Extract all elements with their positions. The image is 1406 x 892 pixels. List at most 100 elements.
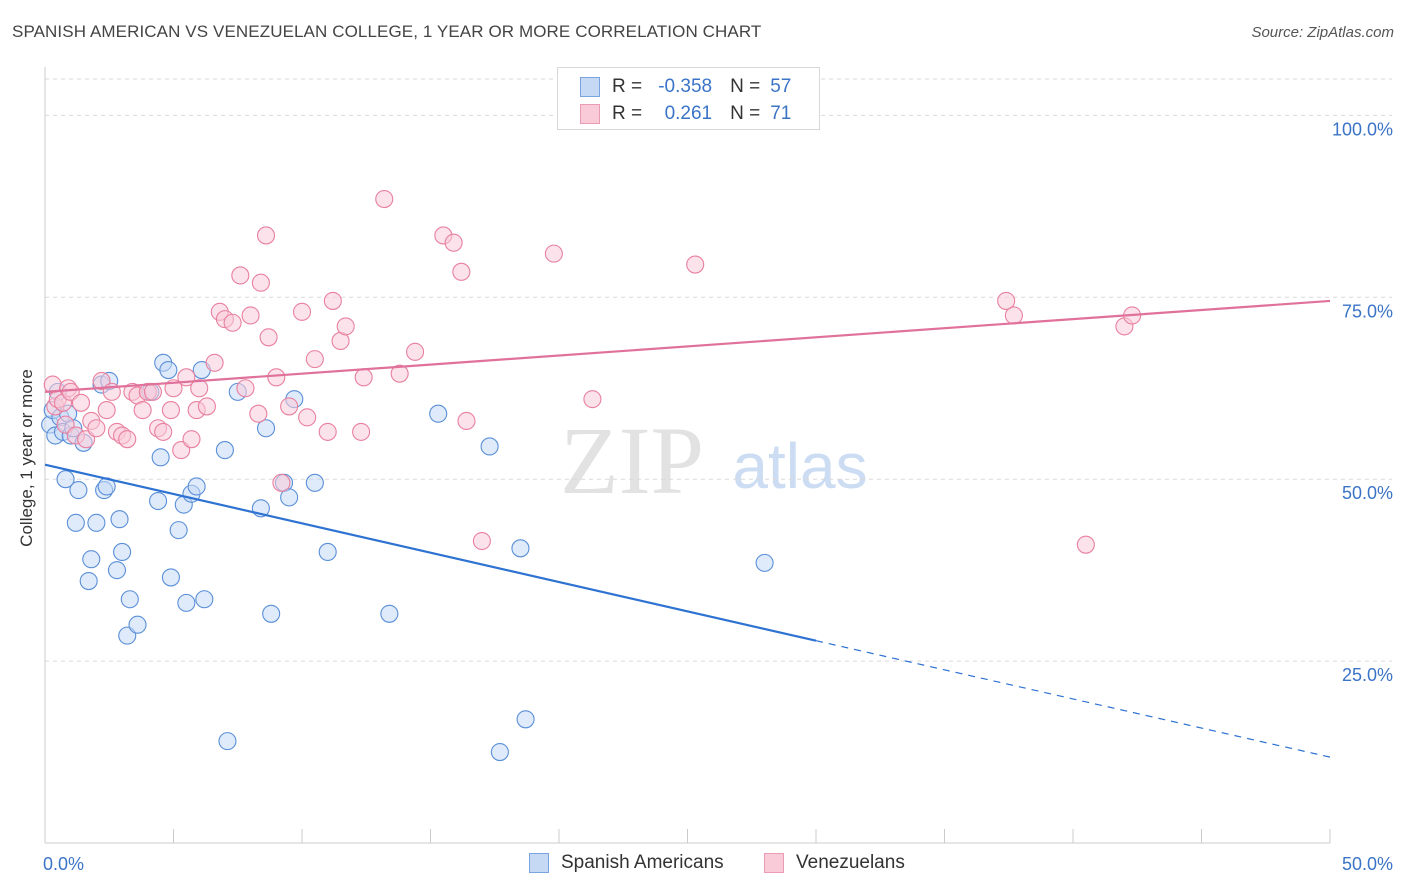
point-venezuelans	[472, 531, 491, 551]
point-venezuelans	[1004, 306, 1023, 325]
point-venezuelans	[71, 393, 91, 412]
trend-lines	[44, 299, 1331, 758]
point-venezuelans	[1076, 535, 1095, 554]
y-tick-label: 25.0%	[1342, 665, 1393, 685]
r-label: R =	[612, 103, 643, 124]
point-spanish-americans	[161, 568, 180, 587]
point-venezuelans	[298, 408, 317, 427]
point-venezuelans	[236, 379, 255, 398]
legend-swatch-pink	[764, 853, 784, 873]
y-tick-label: 50.0%	[1342, 483, 1393, 503]
y-tick-label: 75.0%	[1342, 301, 1393, 321]
point-spanish-americans	[113, 542, 132, 562]
point-spanish-americans	[429, 404, 448, 423]
stats-swatch-blue	[580, 77, 600, 97]
point-spanish-americans	[69, 481, 88, 500]
point-spanish-americans	[480, 437, 499, 456]
trend-line-extension-spanish-americans	[815, 640, 1331, 758]
legend-item-venezuelans: Venezuelans	[764, 852, 905, 874]
gridlines	[45, 78, 1392, 662]
n-label: N =	[730, 76, 761, 97]
stats-box: R = -0.358 N = 57 R = 0.261 N = 71	[557, 67, 820, 130]
point-venezuelans	[305, 350, 324, 369]
point-venezuelans	[251, 273, 270, 292]
point-spanish-americans	[511, 539, 530, 558]
point-venezuelans	[97, 401, 116, 420]
point-venezuelans	[292, 302, 312, 321]
point-venezuelans	[352, 422, 371, 441]
point-venezuelans	[182, 430, 201, 449]
x-tick-label: 0.0%	[43, 854, 84, 874]
point-spanish-americans	[305, 473, 324, 492]
y-tick-label: 100.0%	[1332, 119, 1393, 139]
point-venezuelans	[205, 353, 224, 372]
legend-swatch-blue	[529, 853, 549, 873]
point-venezuelans	[161, 401, 180, 420]
point-venezuelans	[241, 306, 260, 325]
point-spanish-americans	[151, 448, 170, 467]
point-venezuelans	[390, 364, 409, 383]
point-venezuelans	[197, 397, 216, 416]
point-spanish-americans	[318, 542, 337, 562]
point-spanish-americans	[107, 561, 127, 580]
stats-row-venezuelans: R = 0.261 N = 71	[580, 102, 791, 126]
axes	[44, 67, 1331, 844]
point-spanish-americans	[87, 513, 106, 532]
point-spanish-americans	[66, 513, 85, 532]
point-venezuelans	[154, 422, 173, 441]
point-venezuelans	[457, 411, 476, 431]
watermark-atlas: atlas	[732, 430, 867, 502]
point-spanish-americans	[128, 615, 147, 634]
point-spanish-americans	[215, 441, 234, 460]
point-spanish-americans	[177, 593, 196, 612]
point-venezuelans	[354, 368, 373, 387]
point-venezuelans	[583, 390, 602, 409]
tick-labels: 100.0% 75.0% 50.0% 25.0% 0.0% 50.0%	[43, 119, 1393, 874]
point-spanish-americans	[262, 604, 281, 623]
trend-line-venezuelans	[44, 299, 1331, 393]
n-label: N =	[730, 103, 761, 124]
r-value: -0.358	[658, 76, 713, 97]
point-spanish-americans	[490, 742, 509, 762]
point-spanish-americans	[195, 590, 214, 609]
point-venezuelans	[375, 190, 394, 209]
chart-title: SPANISH AMERICAN VS VENEZUELAN COLLEGE, …	[12, 22, 762, 41]
point-spanish-americans	[187, 477, 206, 496]
legend-label: Spanish Americans	[561, 852, 724, 873]
point-venezuelans	[259, 328, 278, 347]
watermark-zip: ZIP	[560, 407, 704, 514]
point-venezuelans	[256, 226, 276, 245]
point-spanish-americans	[218, 732, 237, 751]
point-venezuelans	[133, 401, 152, 420]
point-venezuelans	[544, 244, 563, 263]
point-venezuelans	[87, 419, 106, 438]
point-venezuelans	[997, 291, 1016, 310]
point-spanish-americans	[79, 572, 98, 591]
point-venezuelans	[444, 233, 463, 252]
legend-item-spanish-americans: Spanish Americans	[529, 852, 724, 874]
x-tick-label: 50.0%	[1342, 854, 1393, 874]
trend-line-spanish-americans	[44, 463, 817, 642]
point-venezuelans	[323, 291, 342, 310]
point-spanish-americans	[755, 553, 774, 572]
r-label: R =	[612, 76, 643, 97]
point-venezuelans	[118, 430, 137, 449]
point-venezuelans	[318, 422, 337, 441]
n-value: 71	[770, 103, 792, 124]
data-points	[41, 190, 1142, 762]
point-spanish-americans	[82, 550, 101, 569]
point-venezuelans	[267, 368, 286, 387]
stats-row-spanish-americans: R = -0.358 N = 57	[580, 75, 791, 99]
point-venezuelans	[249, 404, 268, 423]
point-venezuelans	[336, 317, 355, 336]
point-venezuelans	[143, 382, 162, 401]
point-spanish-americans	[256, 419, 276, 438]
point-venezuelans	[280, 397, 299, 416]
n-value: 57	[770, 76, 792, 97]
point-venezuelans	[452, 262, 471, 281]
point-spanish-americans	[516, 710, 535, 729]
point-spanish-americans	[149, 491, 168, 511]
watermark: ZIP atlas	[560, 407, 868, 514]
point-venezuelans	[190, 379, 209, 398]
